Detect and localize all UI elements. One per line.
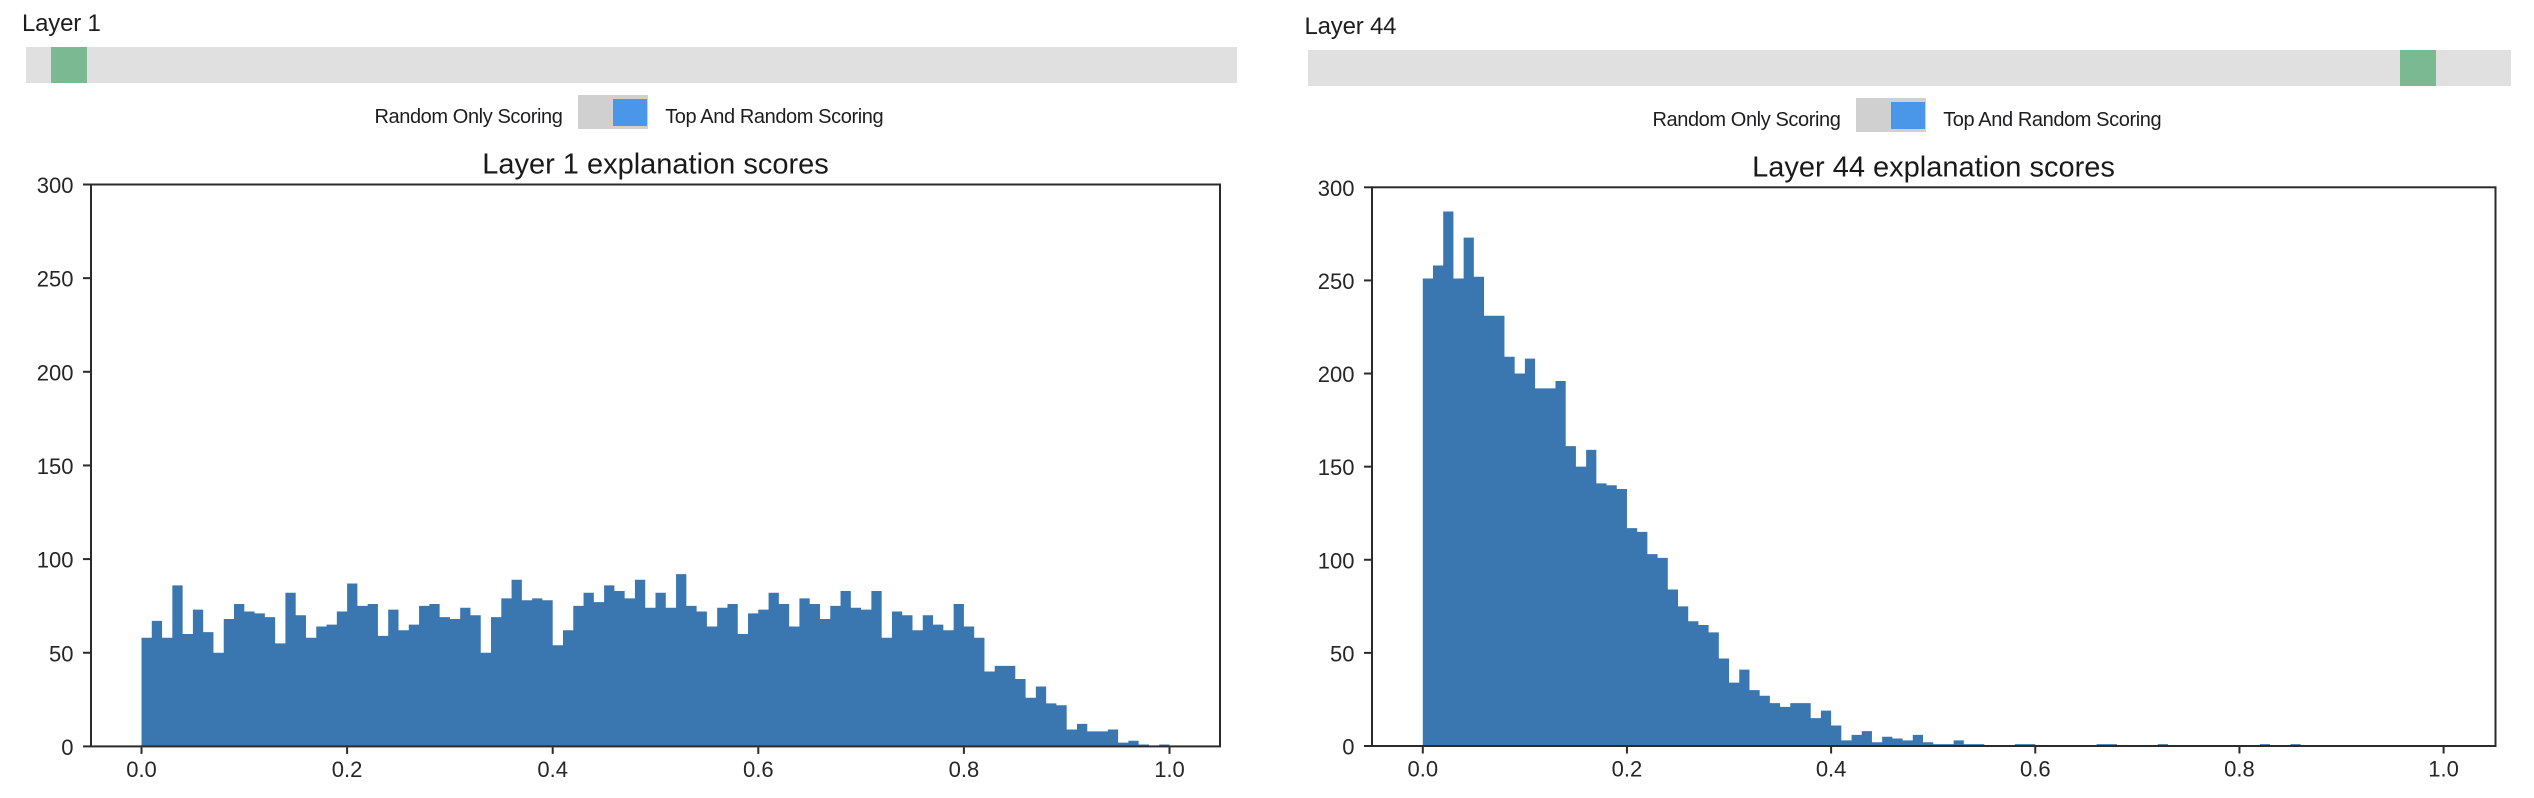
svg-text:0.8: 0.8 xyxy=(949,757,980,782)
svg-text:150: 150 xyxy=(37,454,74,479)
svg-text:0.2: 0.2 xyxy=(332,757,363,782)
svg-text:Layer 1 explanation scores: Layer 1 explanation scores xyxy=(482,149,829,181)
svg-text:0: 0 xyxy=(61,735,73,760)
svg-text:150: 150 xyxy=(1318,455,1355,480)
svg-text:50: 50 xyxy=(1330,641,1354,666)
svg-text:250: 250 xyxy=(1318,269,1355,294)
svg-text:1.0: 1.0 xyxy=(1154,757,1185,782)
svg-text:200: 200 xyxy=(1318,362,1355,387)
svg-text:50: 50 xyxy=(49,641,73,666)
svg-text:Layer 44 explanation scores: Layer 44 explanation scores xyxy=(1752,151,2115,183)
svg-text:250: 250 xyxy=(37,267,74,292)
svg-text:0.4: 0.4 xyxy=(1816,757,1847,782)
svg-text:200: 200 xyxy=(37,360,74,385)
svg-text:100: 100 xyxy=(37,548,74,573)
svg-text:300: 300 xyxy=(1318,176,1355,201)
svg-text:0.4: 0.4 xyxy=(537,757,568,782)
svg-text:0: 0 xyxy=(1342,735,1354,760)
svg-text:0.8: 0.8 xyxy=(2224,757,2255,782)
svg-text:100: 100 xyxy=(1318,548,1355,573)
svg-text:300: 300 xyxy=(37,173,74,198)
svg-text:0.0: 0.0 xyxy=(126,757,157,782)
svg-text:0.6: 0.6 xyxy=(2020,757,2051,782)
svg-text:1.0: 1.0 xyxy=(2428,757,2459,782)
svg-text:0.6: 0.6 xyxy=(743,757,774,782)
svg-text:0.0: 0.0 xyxy=(1408,757,1439,782)
svg-text:0.2: 0.2 xyxy=(1612,757,1643,782)
